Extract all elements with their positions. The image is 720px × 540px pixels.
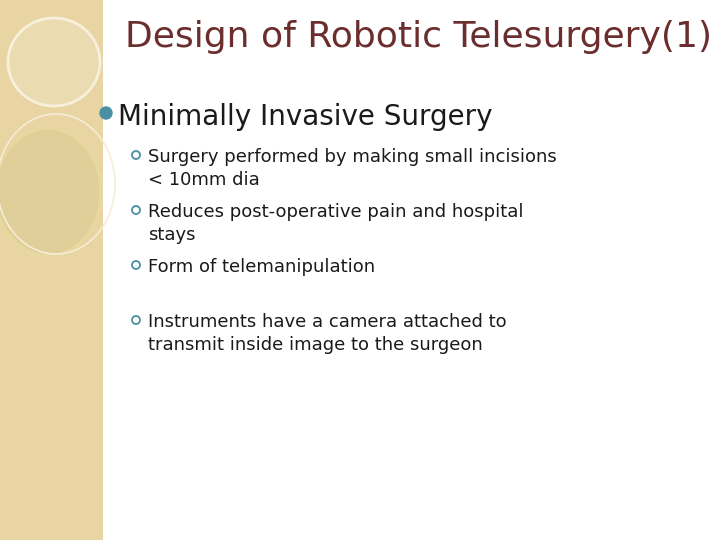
Text: Reduces post-operative pain and hospital
stays: Reduces post-operative pain and hospital… (148, 203, 523, 244)
Text: Surgery performed by making small incisions
< 10mm dia: Surgery performed by making small incisi… (148, 148, 557, 189)
Text: Instruments have a camera attached to
transmit inside image to the surgeon: Instruments have a camera attached to tr… (148, 313, 507, 354)
Ellipse shape (0, 128, 101, 256)
Ellipse shape (8, 18, 100, 106)
Text: Design of Robotic Telesurgery(1): Design of Robotic Telesurgery(1) (125, 20, 712, 54)
Bar (0, 0, 103, 540)
Circle shape (100, 107, 112, 119)
Text: Form of telemanipulation: Form of telemanipulation (148, 258, 375, 276)
Text: Minimally Invasive Surgery: Minimally Invasive Surgery (118, 103, 492, 131)
